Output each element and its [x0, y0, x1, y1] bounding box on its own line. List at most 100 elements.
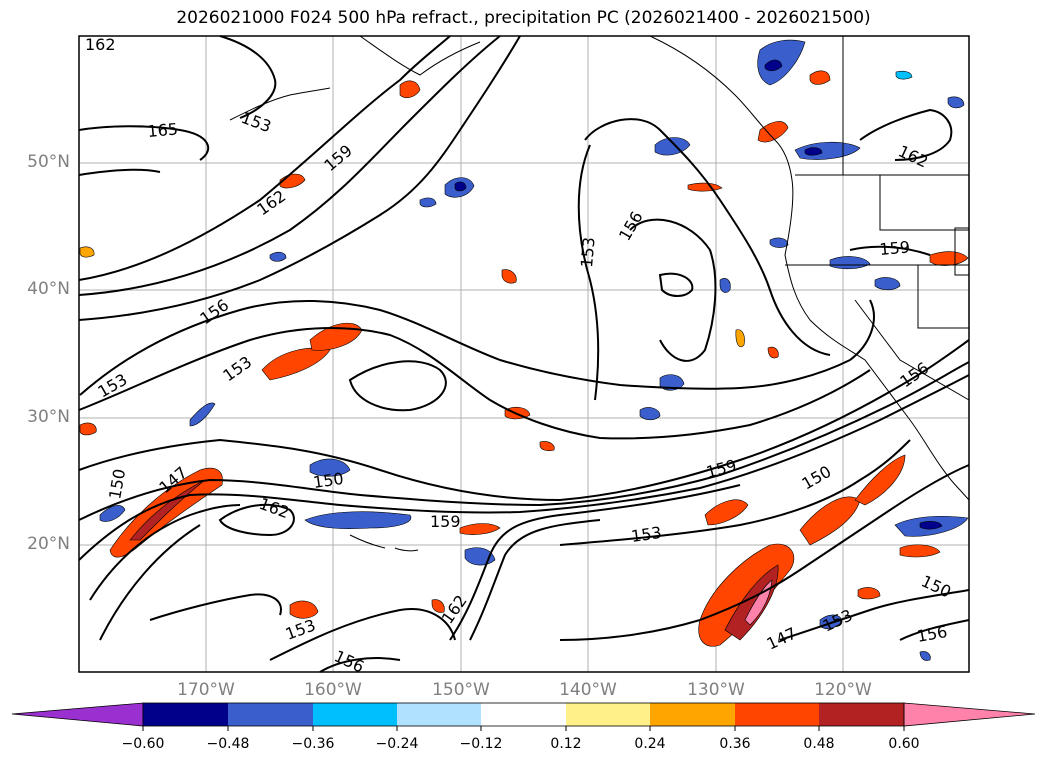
contour-line [78, 327, 871, 440]
alaska-coast [359, 35, 481, 76]
precip-patch [919, 651, 931, 661]
contour-line [859, 108, 953, 161]
lat-label-40n: 40°N [27, 279, 70, 299]
contour-line [89, 504, 241, 601]
colorbar-bin [735, 703, 819, 726]
state-border [879, 175, 969, 231]
colorbar [11, 702, 1036, 731]
refractivity-contours [78, 35, 970, 673]
map-title: 2026021000 F024 500 hPa refract., precip… [176, 8, 871, 28]
aleutian-coast [229, 87, 331, 121]
colorbar-tick-label: 0.12 [550, 736, 582, 752]
colorbar-outline [142, 702, 905, 727]
precip-patch [899, 544, 941, 558]
precip-patch [459, 523, 501, 535]
lon-label-140w: 140°W [559, 680, 617, 700]
contour-line [218, 503, 295, 537]
precip-patch [99, 505, 126, 522]
contour-line [449, 484, 741, 641]
contour-line [779, 589, 970, 641]
colorbar-extend-high [903, 702, 1036, 727]
contour-line [584, 118, 831, 356]
contour-line [269, 608, 456, 661]
colorbar-bin [481, 703, 566, 726]
precip-patch [189, 402, 216, 427]
precip-patch [501, 269, 517, 284]
colorbar-tick-label: 0.60 [888, 736, 920, 752]
contour-line [78, 339, 970, 502]
precip-patch [419, 197, 437, 208]
colorbar-tick-label: −0.12 [459, 736, 503, 752]
map-area [79, 36, 969, 672]
contour-label: 165 [147, 119, 179, 141]
contour-line [559, 439, 911, 546]
precip-patch [769, 237, 789, 248]
colorbar-tick-label: 0.36 [719, 736, 751, 752]
lon-label-120w: 120°W [814, 680, 872, 700]
precip-patch [764, 59, 783, 72]
precip-patch [767, 346, 779, 359]
contour-line [149, 593, 282, 621]
contour-line [78, 35, 451, 281]
contour-label: 150 [312, 469, 345, 492]
contour-line [99, 524, 201, 641]
colorbar-tick-label: −0.60 [121, 736, 165, 752]
precip-patch [309, 458, 351, 477]
contour-line [899, 619, 970, 641]
colorbar-extend-low [11, 702, 144, 727]
contour-line [78, 168, 161, 176]
contour-line [348, 360, 447, 412]
contour-label: 153 [577, 236, 599, 268]
colorbar-bin [228, 703, 313, 726]
precip-patch [289, 600, 319, 619]
contour-line [629, 218, 717, 362]
precip-patch [79, 422, 97, 436]
precip-patch [539, 441, 555, 452]
map-frame [78, 35, 970, 673]
precip-patch [454, 181, 467, 192]
colorbar-bin [650, 703, 735, 726]
contour-line [78, 35, 501, 296]
contour-line [658, 272, 694, 297]
precip-patch [757, 39, 806, 86]
colorbar-bin [819, 703, 904, 726]
lon-label-150w: 150°W [432, 680, 490, 700]
colorbar-bin [313, 703, 397, 726]
contour-line [78, 125, 210, 161]
contour-line [577, 144, 600, 401]
precip-patch [929, 251, 969, 266]
contour-label: 159 [879, 237, 911, 259]
colorbar-tick-label: −0.48 [206, 736, 250, 752]
lon-label-160w: 160°W [304, 680, 362, 700]
north-america-coast [649, 35, 970, 501]
contour-line [559, 464, 970, 641]
colorbar-bin [143, 703, 228, 726]
lon-label-130w: 130°W [687, 680, 745, 700]
precip-patch [804, 147, 823, 156]
precip-patch [857, 587, 881, 600]
contour-label: 159 [430, 512, 461, 531]
contour-line [319, 657, 401, 673]
contour-line [79, 299, 875, 396]
state-border [917, 265, 969, 329]
contour-line [849, 245, 931, 256]
precip-patch [809, 70, 831, 85]
precip-patch [704, 499, 749, 526]
precip-patch [639, 407, 661, 421]
precip-patch [269, 251, 287, 262]
precip-patch [874, 277, 901, 291]
precip-patch [895, 70, 913, 80]
colorbar-bin [397, 703, 481, 726]
contour-line [219, 35, 277, 119]
lat-label-50n: 50°N [27, 152, 70, 172]
precip-patch [431, 599, 445, 613]
contour-line [78, 361, 970, 521]
precip-patch [719, 278, 731, 293]
lat-label-20n: 20°N [27, 534, 70, 554]
lat-label-30n: 30°N [27, 407, 70, 427]
precip-patch [399, 80, 421, 99]
precip-patch [79, 246, 95, 258]
precip-patch [757, 121, 789, 143]
hawaii-coast [349, 534, 419, 552]
